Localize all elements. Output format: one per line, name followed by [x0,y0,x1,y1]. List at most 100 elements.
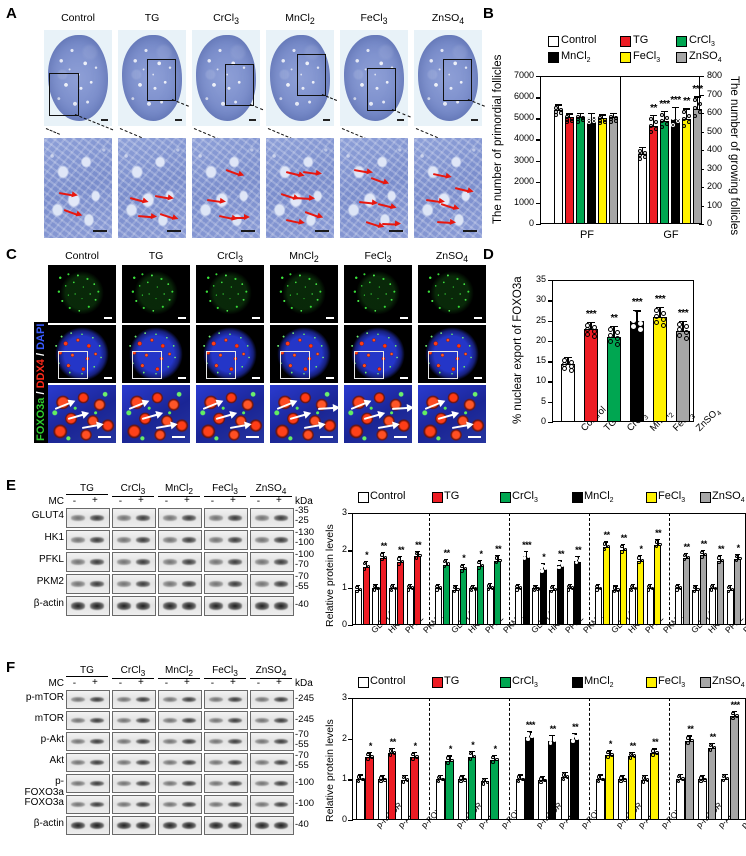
white-arrow-head [318,419,327,430]
panel-e-datapoint-CrCl3-GLUT4-control-2 [435,588,439,592]
panel-e-bar-FeCl3-PFKL-control [629,588,637,625]
panel-c-side-label: FOXO3a / DDX4 / DAPI [34,321,48,443]
arrow-head [71,191,79,199]
panel-f-datapoint-MnCl2-p-FOXO3a-treated-1 [575,736,579,741]
panel-b-significance-GF-FeCl3: ** [683,96,690,108]
panel-d-errorcap-FeCl3 [656,306,664,308]
panel-b-errorbar-GF-FeCl3 [685,108,688,120]
panel-e-errorcap-FeCl3-GLUT4-treated [603,541,609,543]
panel-e-errorcap-TG-HK1-treated [380,552,386,554]
panel-e-bar-MnCl2-HK1-treated [539,569,547,625]
blot-e-lane-plus-2: + [184,495,190,506]
panel-f-datapoint-MnCl2-p-FOXO3a-control-1 [565,775,570,779]
band-0 [116,559,132,565]
blot-f-band-box-mTOR-2 [158,711,202,730]
band-0 [70,696,86,703]
blot-e-band-box-GLUT4-1 [112,508,156,528]
panel-b-ylabel-left-3000: 3000 [513,154,534,165]
panel-d-datapoint-ZnSO4-5 [683,335,689,341]
panel-f-errorbar-TG-p-FOXO3a-treated [414,751,416,757]
scale-bar-zoom-c-4 [394,435,407,438]
band-0 [70,738,86,745]
panel-e-bar-FeCl3-HK1-control [612,589,620,625]
arrow-head [395,220,402,228]
blot-f-row-label-Akt: Akt [49,754,64,766]
panel-f-datapoint-MnCl2-p-Akt-treated-1 [552,738,557,743]
white-arrow-shaft [229,423,246,430]
panel-e-errorbar-CrCl3-HK1-control [455,585,457,590]
panel-b-datapoint-PF-TG-1 [570,116,574,121]
band-1 [182,738,197,745]
white-arrow-head [229,408,239,419]
band-1 [274,696,289,703]
blot-f-lane-plus-0: + [92,677,98,688]
panel-b-datapoint-PF-CrCl3-0 [575,115,580,120]
band-0 [116,717,132,724]
panel-f-datapoint-TG-p-FOXO3a-treated-1 [415,754,419,759]
panel-f-errorbar-CrCl3-p-Akt-treated [471,750,473,757]
blot-e-lane-minus-1: - [118,496,123,507]
panel-e-datapoint-MnCl2-PFKL-treated-0 [557,561,561,565]
panel-f-datapoint-MnCl2-p-mTOR-control-0 [516,775,521,780]
panel-f-datapoint-ZnSO4-p-mTOR-control-2 [676,779,681,784]
white-arrow-head [244,419,253,430]
blot-f-group-title-0: TG [66,665,108,677]
blot-e-lane-plus-1: + [138,495,144,506]
panel-e-legend-swatch-4 [646,492,657,503]
panel-b-errorcap-GF-CrCl3 [661,111,668,113]
panel-e-ylabel-3: 3 [341,507,347,517]
panel-e-datapoint-CrCl3-GLUT4-treated-0 [443,559,447,564]
panel-b-legend-swatch-2 [676,36,687,47]
panel-d-datapoint-TG-4 [585,331,591,337]
panel-e-bar-ZnSO4-GLUT4-control [675,587,682,625]
blot-e-group-title-1: CrCl3 [112,483,154,497]
band-0 [116,780,132,787]
panel-d-significance-MnCl2: *** [631,297,643,309]
band-0 [208,696,224,703]
panel-b-datapoint-GF-FeCl3-4 [681,123,686,128]
panel-a-zoom-3 [266,138,334,238]
panel-b-datapoint-PF-FeCl3-0 [597,116,602,121]
panel-f-errorcap-FeCl3-p-mTOR-treated [607,749,613,751]
panel-f-datapoint-TG-p-Akt-control-2 [379,779,383,784]
panel-e-datapoint-MnCl2-HK1-control-2 [532,588,536,593]
band-0 [116,822,132,829]
panel-b-datapoint-GF-CrCl3-0 [659,113,664,118]
panel-f-ylabel-title: Relative protein levels [324,719,336,822]
panel-c-column-title-1: TG [148,250,164,262]
panel-e-errorbar-MnCl2-GLUT4-treated [525,551,527,556]
panel-e-errorbar-MnCl2-PKM2-control [569,583,571,588]
panel-d-plot-area [552,280,694,422]
panel-e-errorbar-ZnSO4-PKM2-treated [737,553,739,559]
blot-e-band-box-PKM2-1 [112,574,156,594]
panel-e-datapoint-FeCl3-GLUT4-treated-1 [606,544,611,549]
panel-b-datapoint-GF-TG-1 [654,120,658,125]
panel-e-bar-TG-PFKL-control [389,588,397,625]
panel-e-errorcap-TG-GLUT4-treated [363,560,369,562]
panel-f-bar-TG-p-FOXO3a-treated [410,756,419,820]
panel-e-significance-FeCl3-PKM2: ** [655,528,662,539]
panel-e-datapoint-CrCl3-PFKL-control-1 [473,587,477,591]
panel-f-datapoint-FeCl3-p-Akt-control-1 [623,778,627,782]
blot-f-band-box-β-actin-1 [112,816,156,835]
panel-b-errorcap-PF-TG [566,113,573,115]
band-1 [182,537,197,543]
panel-b-datapoint-PF-MnCl2-1 [592,116,596,121]
panel-e-significance-MnCl2-HK1: * [542,552,546,563]
panel-b-datapoint-GF-Control-2 [637,153,642,158]
panel-e-errorcap-FeCl3-GLUT4-control [596,583,601,586]
arrow-head [151,213,158,221]
blot-f-band-box-mTOR-0 [66,711,110,730]
panel-b-xcat-PF: PF [579,229,595,241]
blot-e-band-box-β-actin-3 [204,596,248,616]
white-arrow-head [303,408,313,419]
scale-bar-zoom-1 [167,229,181,232]
panel-a-column-title-5: ZnSO4 [431,12,465,27]
ovary-section-5 [418,34,478,122]
scale-bar-zoom-c-2 [246,435,259,438]
panel-e-errorbar-CrCl3-GLUT4-control [438,583,440,588]
panel-e-significance-ZnSO4-PKM2: * [736,542,741,553]
panel-b-errorbar-PF-CrCl3 [579,113,582,117]
panel-f-datapoint-FeCl3-p-FOXO3a-control-0 [641,776,646,780]
scale-bar-green-4 [400,317,408,319]
